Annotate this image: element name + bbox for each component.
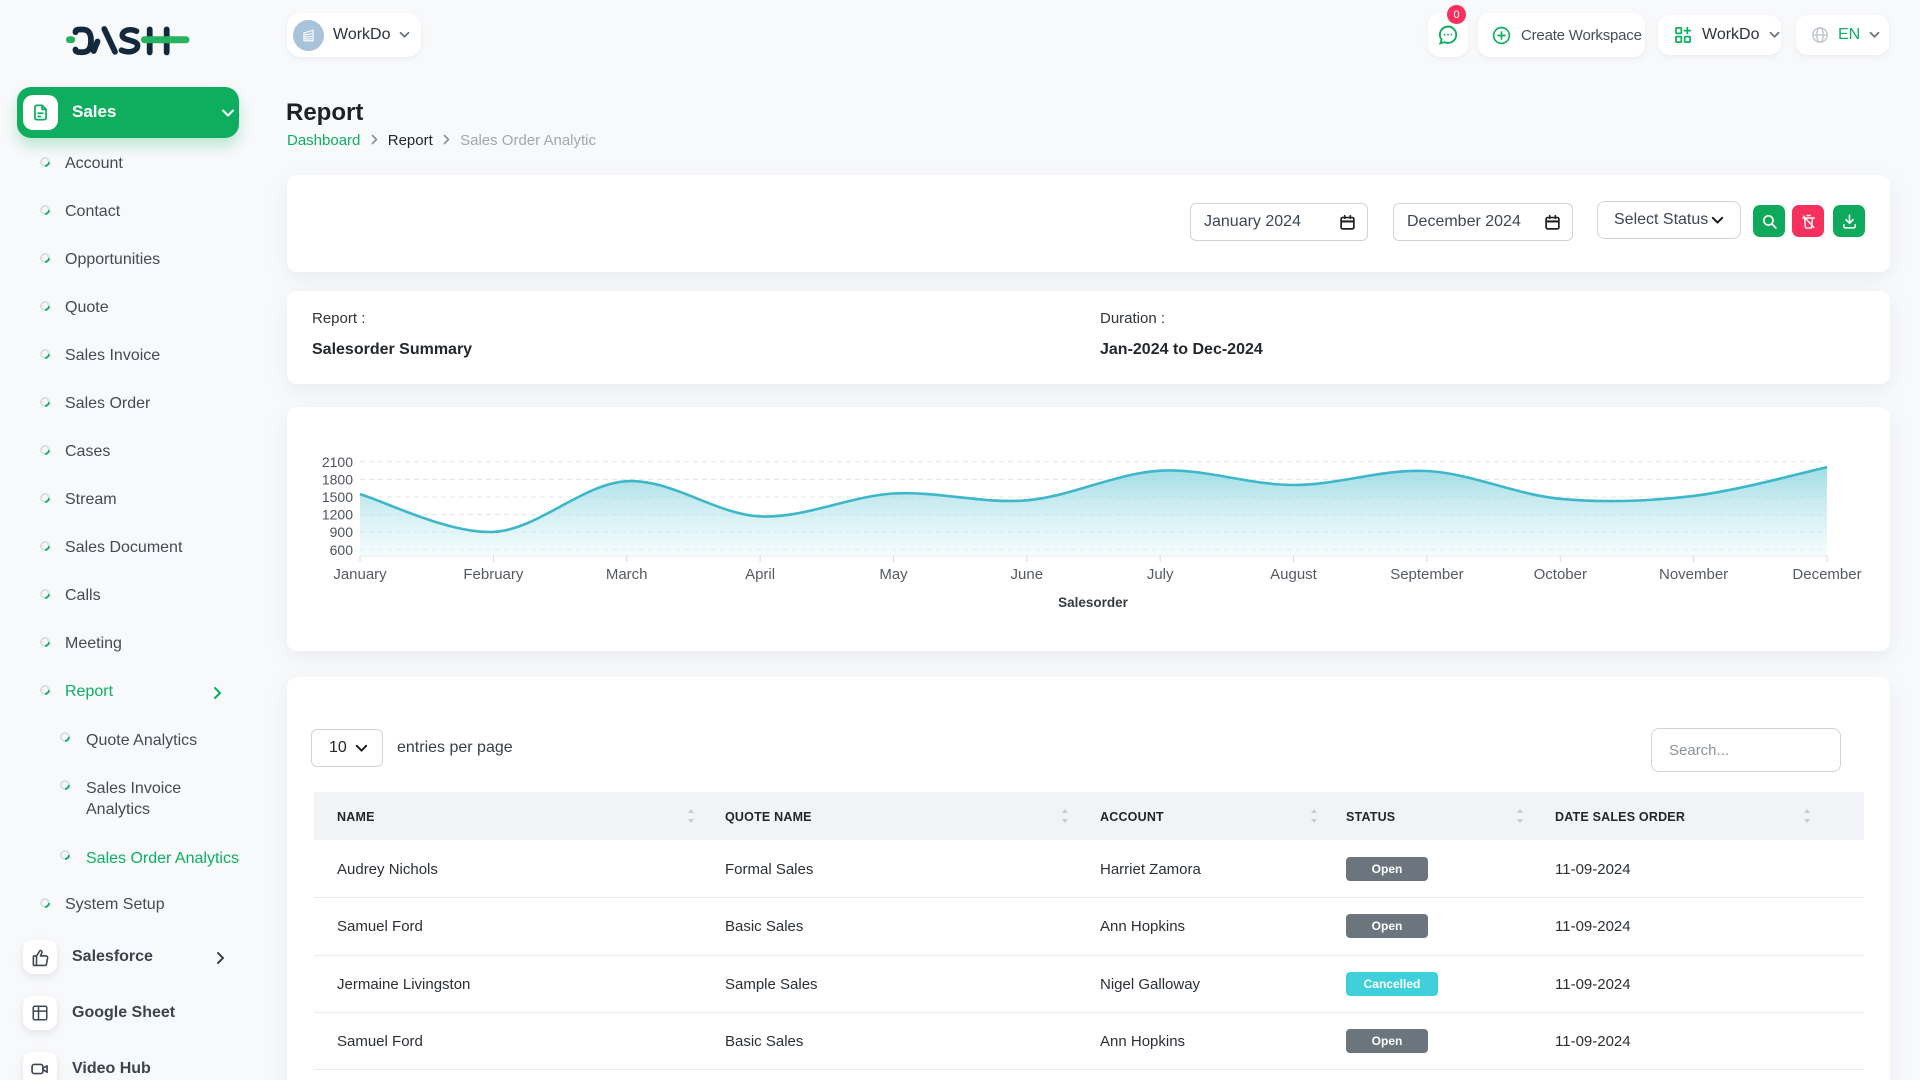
svg-text:April: April <box>745 566 775 583</box>
svg-text:November: November <box>1659 566 1728 583</box>
svg-text:June: June <box>1011 566 1044 583</box>
svg-text:900: 900 <box>330 524 354 540</box>
svg-text:July: July <box>1147 566 1174 583</box>
svg-text:January: January <box>333 566 387 583</box>
svg-text:October: October <box>1534 566 1587 583</box>
svg-text:600: 600 <box>330 542 354 558</box>
svg-text:2100: 2100 <box>322 454 353 470</box>
svg-text:September: September <box>1390 566 1463 583</box>
svg-text:February: February <box>463 566 524 583</box>
svg-text:December: December <box>1792 566 1861 583</box>
svg-text:May: May <box>879 566 908 583</box>
svg-text:August: August <box>1270 566 1318 583</box>
svg-text:1200: 1200 <box>322 507 353 523</box>
svg-text:Salesorder: Salesorder <box>1058 595 1129 610</box>
svg-text:1800: 1800 <box>322 471 353 487</box>
svg-text:1500: 1500 <box>322 489 353 505</box>
svg-text:March: March <box>606 566 648 583</box>
